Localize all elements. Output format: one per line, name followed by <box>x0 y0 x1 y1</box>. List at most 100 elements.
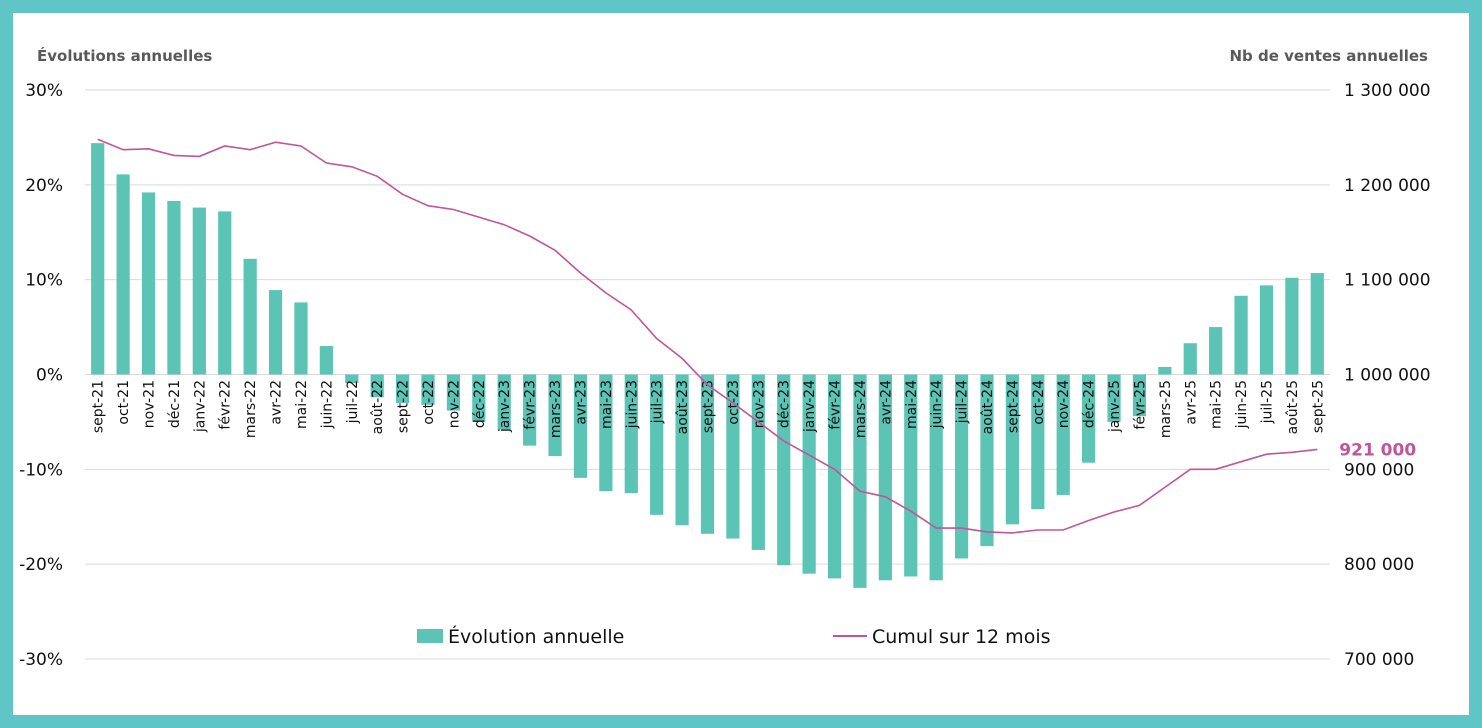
x-tick-label: juil-22 <box>345 380 361 424</box>
x-tick-label: août-24 <box>980 380 996 434</box>
x-tick-label: janv-22 <box>192 380 208 433</box>
bar <box>243 258 257 375</box>
bar <box>777 374 791 566</box>
x-tick-label: févr-22 <box>218 380 234 430</box>
bar <box>1107 374 1121 422</box>
bar <box>751 374 765 550</box>
bar <box>1031 374 1045 510</box>
bar-series-evolution <box>91 143 1324 588</box>
bar <box>827 374 842 579</box>
legend-bar-label: Évolution annuelle <box>448 625 624 648</box>
bar <box>1082 374 1096 463</box>
bar <box>523 374 537 446</box>
bar <box>904 374 918 577</box>
left-tick-label: 20% <box>25 176 63 196</box>
x-tick-label: juin-22 <box>319 380 335 429</box>
x-tick-label: avr-25 <box>1183 380 1199 425</box>
right-tick-label: 1 100 000 <box>1344 271 1431 291</box>
bar <box>853 374 867 588</box>
x-tick-label: mai-25 <box>1209 380 1225 429</box>
x-tick-label: mars-25 <box>1158 380 1174 438</box>
right-tick-label: 1 000 000 <box>1344 366 1431 386</box>
bar <box>167 200 181 375</box>
x-tick-label: sept-23 <box>701 380 717 433</box>
bar <box>319 346 333 375</box>
x-tick-label: oct-21 <box>116 380 132 425</box>
bar <box>497 374 511 430</box>
x-tick-label: mai-23 <box>599 380 615 429</box>
x-tick-label: nov-22 <box>446 380 462 428</box>
right-axis: 1 300 000 1 200 000 1 100 000 1 000 000 900 … <box>1344 81 1431 670</box>
bar <box>345 374 359 384</box>
x-tick-label: sept-21 <box>91 380 107 433</box>
x-tick-label: juil-25 <box>1259 380 1275 424</box>
bar <box>116 174 130 375</box>
bar <box>192 207 206 375</box>
right-tick-label: 1 300 000 <box>1344 81 1431 101</box>
x-tick-label: déc-22 <box>472 380 488 428</box>
bar <box>1005 374 1020 525</box>
bar <box>1259 285 1274 375</box>
x-tick-label: oct-22 <box>421 380 437 425</box>
bar <box>1285 277 1299 375</box>
x-tick-label: août-22 <box>370 380 386 434</box>
bar <box>141 192 156 375</box>
bar <box>726 374 740 539</box>
right-tick-label: 700 000 <box>1344 650 1414 670</box>
x-tick-label: avr-23 <box>573 380 589 425</box>
x-tick-label: août-25 <box>1285 380 1301 434</box>
bar <box>91 143 105 375</box>
bar <box>700 374 715 534</box>
bar <box>294 302 308 375</box>
x-tick-label: mars-23 <box>548 380 564 438</box>
x-tick-label: mai-24 <box>904 380 920 429</box>
x-tick-label: mars-22 <box>243 380 259 438</box>
bar <box>802 374 816 574</box>
bar <box>1158 366 1172 375</box>
legend-bar-swatch <box>417 629 443 643</box>
x-tick-label: févr-25 <box>1132 380 1148 430</box>
x-tick-label: nov-21 <box>142 380 158 428</box>
bar <box>954 374 969 559</box>
line-series-cumul <box>97 138 1318 534</box>
bar <box>218 211 232 375</box>
bar <box>624 374 638 494</box>
bar <box>675 374 689 526</box>
bar <box>980 374 994 547</box>
legend-line-label: Cumul sur 12 mois <box>872 626 1051 648</box>
x-tick-label: juin-23 <box>624 380 640 429</box>
bar <box>472 374 486 422</box>
x-tick-label: mai-22 <box>294 380 310 429</box>
bar <box>1183 343 1197 375</box>
left-tick-label: -20% <box>19 555 63 575</box>
bar <box>1209 327 1223 375</box>
legend: Évolution annuelle Cumul sur 12 mois <box>417 625 1051 648</box>
x-tick-label: déc-23 <box>777 380 793 428</box>
left-tick-label: 30% <box>25 81 63 101</box>
bar <box>446 374 461 411</box>
bar <box>370 374 384 398</box>
bar <box>1132 374 1147 417</box>
x-tick-label: août-23 <box>675 380 691 434</box>
last-value-callout: 921 000 <box>1339 440 1416 460</box>
x-tick-label: oct-23 <box>726 380 742 425</box>
bar <box>548 374 562 457</box>
bar <box>650 374 664 515</box>
x-tick-label: janv-24 <box>802 380 818 433</box>
bar <box>1056 374 1070 495</box>
left-tick-label: -10% <box>19 460 63 480</box>
left-tick-label: -30% <box>19 650 63 670</box>
right-tick-label: 1 200 000 <box>1344 176 1431 196</box>
x-tick-label: sept-25 <box>1310 380 1326 433</box>
x-tick-label: nov-24 <box>1056 380 1072 428</box>
x-tick-label: janv-23 <box>497 380 513 433</box>
x-tick-label: juil-24 <box>955 380 971 425</box>
left-tick-label: 10% <box>25 271 63 291</box>
x-tick-label: oct-24 <box>1031 380 1047 425</box>
left-axis: 30% 20% 10% 0% -10% -20% -30% <box>19 81 63 670</box>
x-tick-label: juil-23 <box>650 380 666 424</box>
right-axis-title: Nb de ventes annuelles <box>1230 47 1429 65</box>
x-tick-label: mars-24 <box>853 380 869 438</box>
bar <box>395 374 410 403</box>
